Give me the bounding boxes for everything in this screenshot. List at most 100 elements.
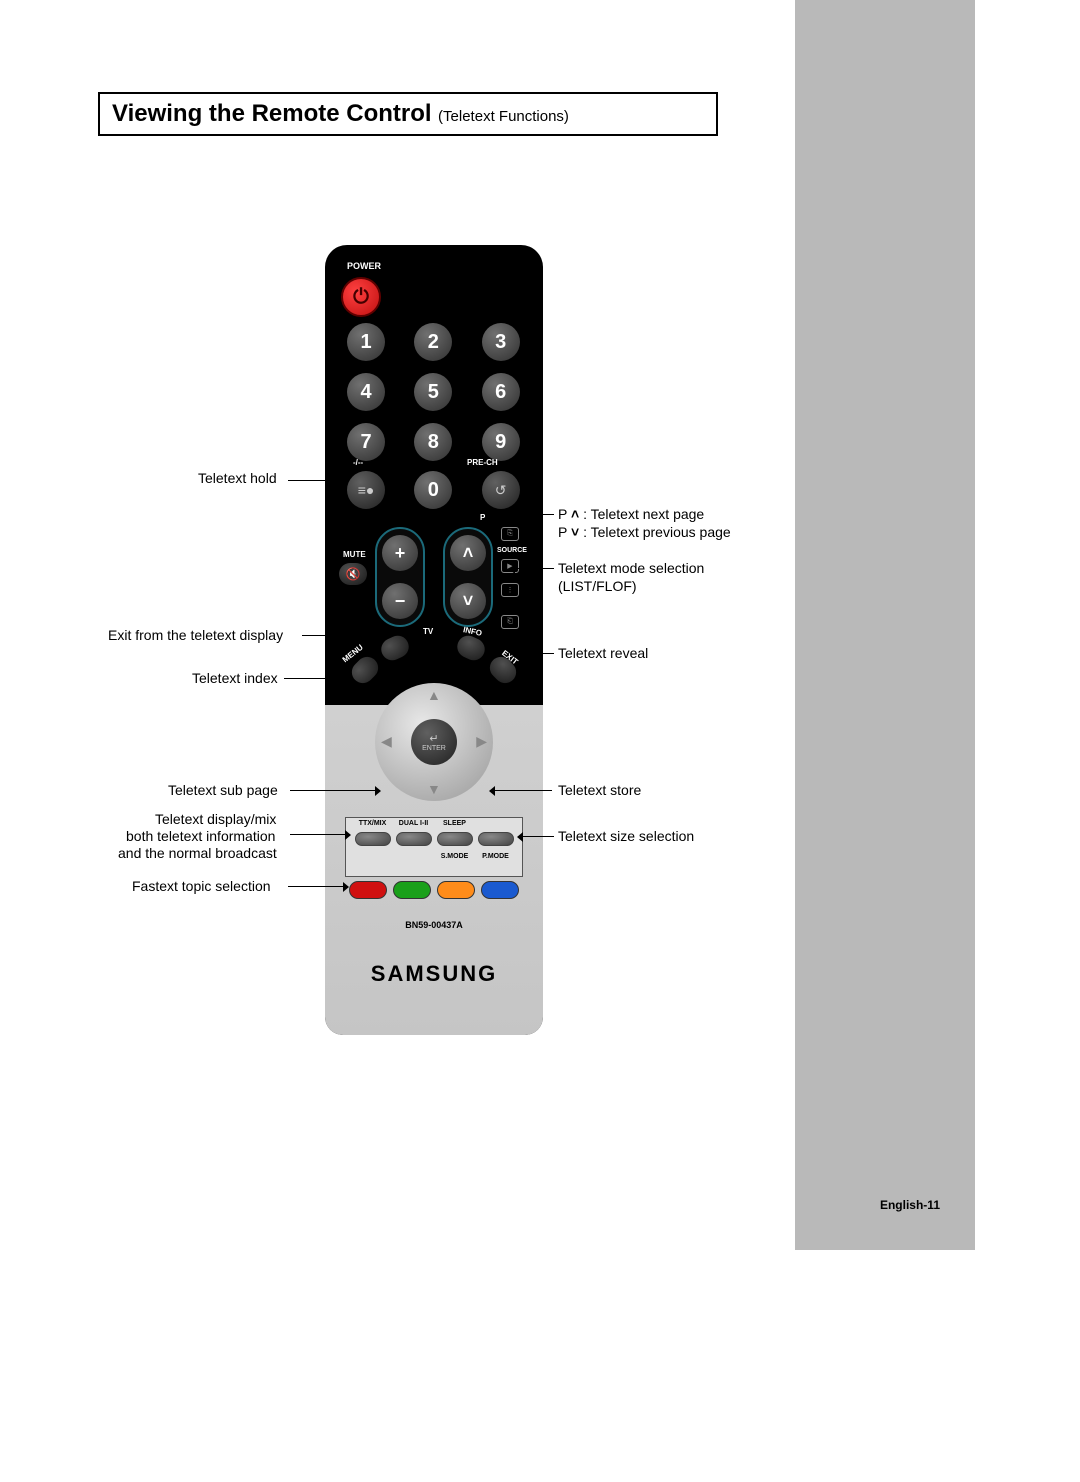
callout-size: Teletext size selection bbox=[558, 828, 694, 844]
num-8[interactable]: 8 bbox=[414, 423, 452, 461]
ttxmix-label: TTX/MIX bbox=[352, 820, 393, 827]
power-icon: ⏻ bbox=[353, 286, 369, 309]
line-index bbox=[284, 678, 344, 679]
volume-rocker[interactable]: + − bbox=[375, 527, 425, 627]
model-number: BN59-00437A bbox=[325, 920, 543, 930]
line-store bbox=[490, 790, 552, 791]
source-label: SOURCE bbox=[497, 547, 527, 554]
mute-button[interactable]: 🔇 bbox=[339, 563, 367, 585]
dpad-left-icon: ◀ bbox=[381, 733, 392, 750]
callout-prev-p: P bbox=[558, 524, 567, 540]
numpad: 1 2 3 4 5 6 7 8 9 bbox=[347, 323, 521, 461]
callout-mix2: both teletext information bbox=[126, 828, 275, 844]
line-subpage bbox=[290, 790, 380, 791]
teletext-page-down-icon: ⎗ bbox=[501, 615, 519, 629]
chevron-down-icon: ˅ bbox=[571, 524, 579, 540]
num-6[interactable]: 6 bbox=[482, 373, 520, 411]
callout-exit-display: Exit from the teletext display bbox=[108, 627, 283, 643]
callout-mix1: Teletext display/mix bbox=[155, 811, 276, 827]
page-number: English-11 bbox=[880, 1198, 940, 1212]
num-5[interactable]: 5 bbox=[414, 373, 452, 411]
enter-label: ENTER bbox=[422, 745, 446, 752]
dpad-right-icon: ▶ bbox=[476, 733, 487, 750]
dpad-up-icon: ▲ bbox=[427, 687, 441, 703]
pre-ch-button[interactable]: ↺ bbox=[482, 471, 520, 509]
line-fastext bbox=[288, 886, 348, 887]
page-title: Viewing the Remote Control bbox=[112, 100, 432, 127]
line-next bbox=[504, 514, 554, 515]
channel-down[interactable]: ˅ bbox=[450, 583, 486, 619]
line-mix bbox=[290, 834, 350, 835]
power-label: POWER bbox=[347, 261, 381, 271]
channel-up[interactable]: ˄ bbox=[450, 535, 486, 571]
mute-label: MUTE bbox=[343, 550, 366, 559]
dpad: ▲ ▼ ◀ ▶ ↵ ENTER bbox=[375, 683, 493, 801]
mode-box: TTX/MIX DUAL I-II SLEEP S.MODE P.MODE bbox=[345, 817, 523, 877]
num-1[interactable]: 1 bbox=[347, 323, 385, 361]
dpad-down-icon: ▼ bbox=[427, 781, 441, 797]
green-button[interactable] bbox=[393, 881, 431, 899]
pmode-label: P.MODE bbox=[475, 853, 516, 860]
callout-fastext: Fastext topic selection bbox=[132, 878, 271, 894]
num-2[interactable]: 2 bbox=[414, 323, 452, 361]
yellow-button[interactable] bbox=[437, 881, 475, 899]
remote-control: POWER ⏻ 1 2 3 4 5 6 7 8 9 -/-- PRE-CH ≡●… bbox=[325, 245, 543, 1035]
line-size bbox=[518, 836, 554, 837]
callout-next-text: : Teletext next page bbox=[583, 506, 704, 522]
callout-next: P ˄ : Teletext next page bbox=[558, 506, 704, 522]
bottom-row: ≡● 0 ↺ bbox=[347, 471, 521, 509]
num-0[interactable]: 0 bbox=[414, 471, 452, 509]
smode-label: S.MODE bbox=[434, 853, 475, 860]
line-mode bbox=[510, 568, 554, 569]
line-exit bbox=[302, 635, 376, 636]
color-buttons bbox=[349, 881, 519, 899]
page-subtitle: (Teletext Functions) bbox=[438, 108, 569, 125]
power-button[interactable]: ⏻ bbox=[341, 277, 381, 317]
dual-label: DUAL I-II bbox=[393, 820, 434, 827]
info-button[interactable] bbox=[454, 632, 489, 664]
title-box: Viewing the Remote Control (Teletext Fun… bbox=[98, 92, 718, 136]
blank-label bbox=[475, 820, 516, 827]
callout-reveal: Teletext reveal bbox=[558, 645, 648, 661]
vol-ch-area: P + − ˄ ˅ ⎘ SOURCE ▶ ⋮ ⎗ bbox=[345, 523, 523, 643]
callout-prev: P ˅ : Teletext previous page bbox=[558, 524, 731, 540]
brand-logo: SAMSUNG bbox=[325, 961, 543, 987]
red-button[interactable] bbox=[349, 881, 387, 899]
num-4[interactable]: 4 bbox=[347, 373, 385, 411]
prech-label: PRE-CH bbox=[467, 458, 498, 467]
line-hold bbox=[288, 480, 346, 481]
enter-icon: ↵ bbox=[429, 732, 438, 745]
line-reveal bbox=[520, 653, 554, 654]
callout-subpage: Teletext sub page bbox=[168, 782, 278, 798]
teletext-hold-button[interactable]: ≡● bbox=[347, 471, 385, 509]
blue-button[interactable] bbox=[481, 881, 519, 899]
callout-mode2: (LIST/FLOF) bbox=[558, 578, 637, 594]
ttxmix-button[interactable] bbox=[355, 832, 391, 846]
channel-rocker[interactable]: ˄ ˅ bbox=[443, 527, 493, 627]
tv-button[interactable] bbox=[378, 632, 413, 664]
chevron-up-icon: ˄ bbox=[571, 506, 579, 522]
callout-hold: Teletext hold bbox=[198, 470, 277, 486]
callout-prev-text: : Teletext previous page bbox=[583, 524, 731, 540]
enter-button[interactable]: ↵ ENTER bbox=[411, 719, 457, 765]
num-3[interactable]: 3 bbox=[482, 323, 520, 361]
callout-next-p: P bbox=[558, 506, 567, 522]
volume-down[interactable]: − bbox=[382, 583, 418, 619]
sidebar-decoration bbox=[795, 0, 975, 1250]
callout-store: Teletext store bbox=[558, 782, 641, 798]
p-label: P bbox=[480, 513, 485, 522]
callout-index: Teletext index bbox=[192, 670, 278, 686]
volume-up[interactable]: + bbox=[382, 535, 418, 571]
num-7[interactable]: 7 bbox=[347, 423, 385, 461]
callout-mode1: Teletext mode selection bbox=[558, 560, 704, 576]
tv-label: TV bbox=[423, 627, 433, 636]
sleep-button[interactable] bbox=[437, 832, 473, 846]
teletext-page-up-icon: ⎘ bbox=[501, 527, 519, 541]
dual-button[interactable] bbox=[396, 832, 432, 846]
sleep-label: SLEEP bbox=[434, 820, 475, 827]
num-9[interactable]: 9 bbox=[482, 423, 520, 461]
dash-label: -/-- bbox=[353, 458, 363, 467]
store-button[interactable] bbox=[478, 832, 514, 846]
teletext-mode-icon: ⋮ bbox=[501, 583, 519, 597]
callout-mix3: and the normal broadcast bbox=[118, 845, 277, 861]
